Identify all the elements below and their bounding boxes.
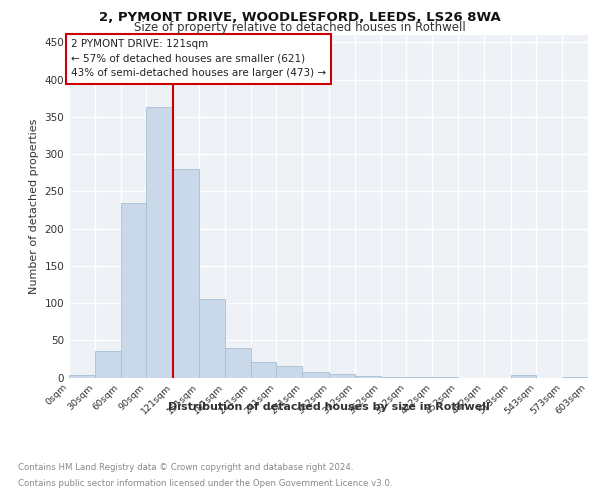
Bar <box>406 377 432 378</box>
Bar <box>121 202 146 378</box>
Text: Size of property relative to detached houses in Rothwell: Size of property relative to detached ho… <box>134 22 466 35</box>
Bar <box>511 376 536 378</box>
Text: 2 PYMONT DRIVE: 121sqm
← 57% of detached houses are smaller (621)
43% of semi-de: 2 PYMONT DRIVE: 121sqm ← 57% of detached… <box>71 38 326 78</box>
Bar <box>251 362 277 378</box>
Text: Distribution of detached houses by size in Rothwell: Distribution of detached houses by size … <box>168 402 490 412</box>
Text: 2, PYMONT DRIVE, WOODLESFORD, LEEDS, LS26 8WA: 2, PYMONT DRIVE, WOODLESFORD, LEEDS, LS2… <box>99 11 501 24</box>
Bar <box>329 374 355 378</box>
Bar <box>302 372 329 378</box>
Bar <box>225 348 251 378</box>
Bar <box>380 377 406 378</box>
Bar <box>199 298 225 378</box>
Bar <box>146 107 173 378</box>
Text: Contains HM Land Registry data © Crown copyright and database right 2024.: Contains HM Land Registry data © Crown c… <box>18 462 353 471</box>
Bar <box>277 366 302 378</box>
Bar <box>562 377 588 378</box>
Y-axis label: Number of detached properties: Number of detached properties <box>29 118 39 294</box>
Bar <box>69 376 95 378</box>
Bar <box>173 169 199 378</box>
Bar <box>95 352 121 378</box>
Bar <box>355 376 380 378</box>
Text: Contains public sector information licensed under the Open Government Licence v3: Contains public sector information licen… <box>18 479 392 488</box>
Bar <box>432 377 458 378</box>
